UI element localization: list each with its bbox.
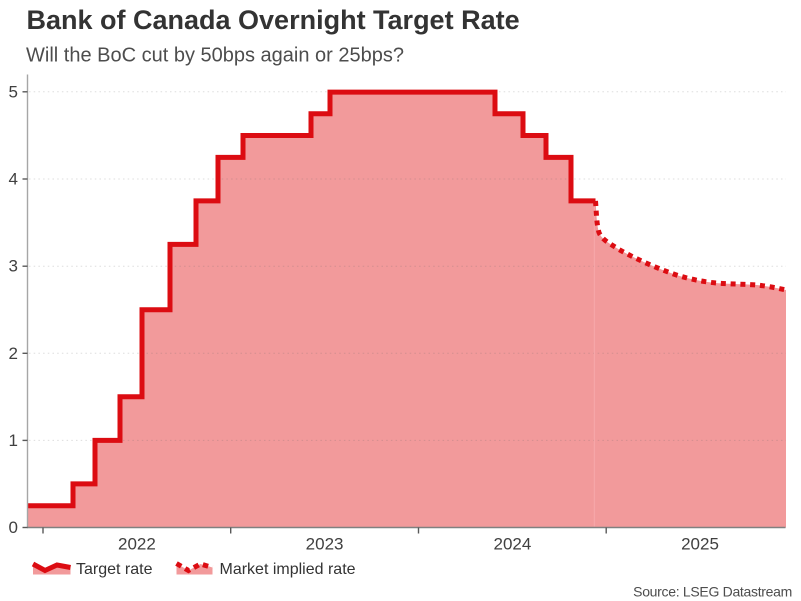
svg-text:Source: LSEG Datastream: Source: LSEG Datastream [633, 584, 792, 600]
svg-text:2023: 2023 [306, 535, 344, 554]
svg-text:0: 0 [9, 518, 18, 537]
svg-text:1: 1 [9, 431, 18, 450]
svg-text:3: 3 [9, 257, 18, 276]
svg-text:Target rate: Target rate [76, 561, 153, 578]
svg-text:Bank of Canada Overnight Targe: Bank of Canada Overnight Target Rate [27, 5, 520, 35]
svg-text:4: 4 [9, 170, 18, 189]
svg-text:2025: 2025 [681, 535, 719, 554]
svg-text:Will the BoC cut by 50bps agai: Will the BoC cut by 50bps again or 25bps… [26, 45, 404, 67]
svg-text:2024: 2024 [493, 535, 531, 554]
svg-text:Market implied rate: Market implied rate [220, 561, 356, 578]
svg-text:5: 5 [9, 82, 18, 101]
svg-text:2: 2 [9, 344, 18, 363]
svg-text:2022: 2022 [118, 535, 156, 554]
